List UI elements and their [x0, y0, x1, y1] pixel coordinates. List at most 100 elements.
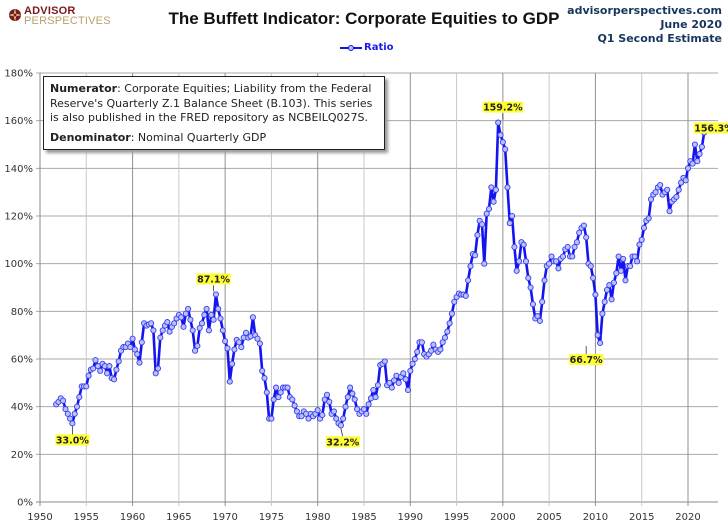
y-tick-label: 80% [11, 307, 33, 318]
data-point [613, 270, 620, 277]
data-point [525, 274, 532, 282]
data-point [590, 274, 597, 282]
data-point [539, 298, 546, 305]
data-point [224, 345, 231, 352]
x-tick-label: 1985 [351, 512, 376, 523]
annotation-bg [55, 434, 90, 446]
data-point [418, 339, 425, 346]
data-point [527, 284, 534, 291]
data-point [446, 320, 453, 327]
legend-label: Ratio [364, 42, 394, 53]
data-point [485, 205, 493, 212]
data-point [159, 327, 166, 334]
data-point [506, 220, 513, 227]
data-point [478, 221, 486, 228]
logo-text-bottom: PERSPECTIVES [24, 15, 111, 27]
data-point [203, 305, 210, 312]
data-point [522, 258, 530, 265]
data-point [69, 420, 76, 427]
data-point [259, 367, 266, 374]
data-point [363, 410, 370, 417]
data-point [462, 292, 469, 299]
x-tick-label: 2020 [675, 512, 700, 523]
data-point [219, 327, 226, 334]
data-point [235, 339, 243, 346]
data-point [407, 367, 414, 374]
data-point [587, 263, 594, 270]
data-point [85, 372, 92, 379]
x-tick-label: 1980 [305, 512, 330, 523]
logo-text-top: ADVISOR [24, 5, 76, 17]
data-point [337, 422, 344, 429]
x-tick-label: 2015 [629, 512, 654, 523]
data-point [196, 324, 203, 332]
data-point [152, 370, 159, 377]
data-point [404, 386, 412, 394]
data-point [291, 402, 298, 409]
data-point [194, 342, 201, 349]
data-point [192, 347, 199, 354]
data-point [511, 243, 518, 251]
data-point [675, 186, 682, 193]
y-tick-label: 60% [11, 355, 33, 366]
y-tick-label: 40% [11, 402, 33, 413]
x-tick-label: 1970 [212, 512, 237, 523]
source-site: advisorperspectives.com [567, 4, 722, 17]
data-point [467, 263, 474, 270]
data-point [571, 243, 578, 251]
x-tick-label: 1975 [259, 512, 284, 523]
data-point [647, 196, 655, 203]
legend-line-marker-icon [340, 44, 362, 51]
data-point [502, 146, 509, 153]
data-point [474, 232, 481, 239]
data-point [622, 277, 629, 284]
x-tick-label: 1995 [444, 512, 469, 523]
data-point [696, 150, 703, 158]
data-point [391, 377, 398, 384]
data-point [113, 366, 120, 373]
data-point [414, 348, 421, 355]
data-point [104, 370, 111, 377]
data-point [180, 323, 187, 330]
denominator-label: Denominator [50, 130, 131, 144]
data-point [263, 389, 270, 396]
data-point [222, 338, 229, 345]
data-point [388, 384, 395, 391]
data-point [395, 379, 402, 386]
annotation-bg [196, 273, 231, 285]
data-point [256, 340, 263, 347]
x-axis-ticks: 1950 1955 1960 1965 1970 1975 1980 1985 1990 1995… [27, 512, 700, 523]
data-point [127, 344, 134, 351]
data-point [189, 327, 196, 334]
data-point [631, 253, 638, 260]
data-point [273, 384, 280, 391]
data-point [499, 139, 506, 146]
data-point [529, 301, 536, 308]
data-point [164, 319, 171, 326]
data-point [92, 357, 99, 364]
data-point [411, 355, 418, 363]
data-point [67, 415, 74, 422]
data-point [298, 413, 305, 420]
data-point [400, 370, 407, 377]
data-point [187, 316, 194, 323]
data-point [249, 314, 256, 321]
x-tick-label: 1990 [398, 512, 423, 523]
y-tick-label: 20% [11, 450, 33, 461]
data-point [372, 394, 379, 401]
data-point [594, 332, 601, 339]
data-point [215, 305, 222, 312]
data-point [178, 314, 185, 321]
data-point [326, 398, 333, 405]
data-point [634, 258, 641, 265]
y-tick-label: 180% [4, 69, 33, 80]
data-point [617, 267, 624, 274]
data-point [76, 394, 83, 401]
data-point [490, 198, 497, 205]
data-point [592, 291, 599, 298]
data-point [691, 141, 698, 148]
data-point [131, 346, 138, 353]
data-point [386, 379, 393, 386]
data-point [497, 131, 504, 139]
data-point [305, 415, 312, 422]
